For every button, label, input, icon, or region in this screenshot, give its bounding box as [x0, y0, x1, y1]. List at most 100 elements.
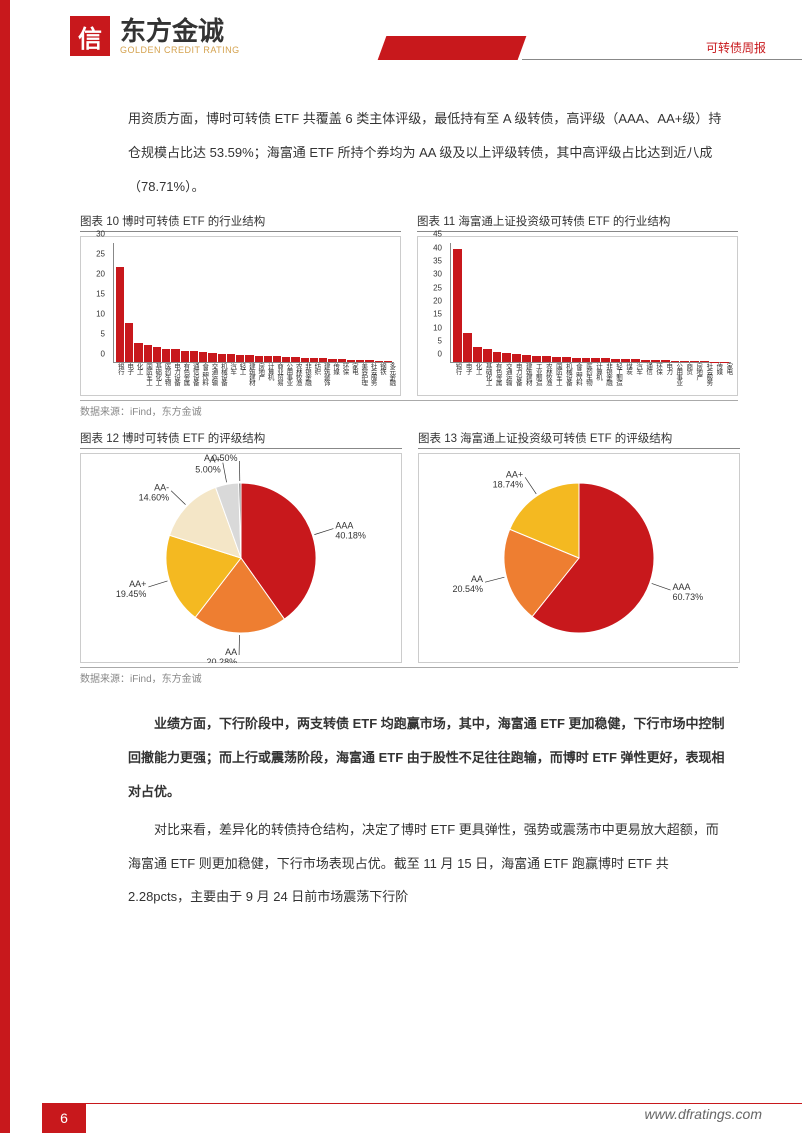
bar: [181, 351, 189, 363]
bar: [282, 357, 290, 363]
x-label: 化工: [132, 363, 141, 393]
bar: [621, 359, 630, 362]
page-footer: 6 www.dfratings.com: [0, 1089, 802, 1133]
page-header: 信 东方金诚 GOLDEN CREDIT RATING 可转债周报: [0, 0, 802, 72]
x-label: 国防军工: [141, 363, 150, 393]
chart11-title: 图表 11 海富通上证投资级可转债 ETF 的行业结构: [417, 213, 738, 232]
x-label: 交通运输: [500, 363, 510, 393]
chart11-bar-chart: 051015202530354045银行电子化工基础化工有色金属交通运输电力设备…: [417, 236, 738, 396]
bar: [522, 355, 531, 362]
x-label: 商贸: [681, 363, 691, 393]
pie-label: AA+19.45%: [116, 579, 147, 599]
y-tick-label: 10: [433, 323, 442, 332]
y-tick-label: 30: [96, 230, 105, 239]
bar: [208, 353, 216, 363]
x-label: 多元金融: [384, 363, 393, 393]
x-label: 有色金属: [490, 363, 500, 393]
pie-label: AA-14.60%: [139, 483, 170, 503]
bar: [227, 354, 235, 362]
x-label: 汽车: [631, 363, 641, 393]
x-label: 环保: [651, 363, 661, 393]
x-label: 电力设备: [169, 363, 178, 393]
pie-charts-row: 图表 12 博时可转债 ETF 的评级结构 AAA40.18% AA20.28% A…: [80, 430, 738, 663]
bar: [493, 352, 502, 363]
y-tick-label: 30: [433, 270, 442, 279]
footer-url: www.dfratings.com: [645, 1106, 762, 1122]
chart13-title: 图表 13 海富通上证投资级可转债 ETF 的评级结构: [418, 430, 740, 449]
x-label: 电子: [122, 363, 131, 393]
bar: [236, 355, 244, 363]
pie-label: AAA40.18%: [335, 521, 366, 541]
bar: [572, 358, 581, 363]
logo-text-en: GOLDEN CREDIT RATING: [120, 46, 240, 55]
bar: [171, 349, 179, 362]
page-number: 6: [42, 1103, 86, 1133]
x-label: 房地产: [691, 363, 701, 393]
pie-svg: AAA60.73%AA20.54%AA+18.74%: [419, 453, 739, 663]
x-label: 传媒: [328, 363, 337, 393]
x-label: 钢铁: [375, 363, 384, 393]
x-label: 房地产: [253, 363, 262, 393]
bar: [125, 323, 133, 363]
chart12-pie-chart: AAA40.18%AA20.28%AA+19.45%AA-14.60%A+5.0…: [80, 453, 402, 663]
y-tick-label: 15: [433, 310, 442, 319]
x-label: 机械设备: [560, 363, 570, 393]
bar: [483, 349, 492, 362]
bar: [319, 358, 327, 362]
x-label: 食品饮料: [570, 363, 580, 393]
chart12-title: 图表 12 博时可转债 ETF 的评级结构: [80, 430, 402, 449]
x-label: 家电: [721, 363, 731, 393]
y-tick-label: 20: [96, 270, 105, 279]
bar: [502, 353, 511, 362]
x-label: 通信设备: [188, 363, 197, 393]
y-tick-label: 45: [433, 230, 442, 239]
bar: [273, 356, 281, 362]
bar: [473, 347, 482, 363]
x-label: 机械设备: [216, 363, 225, 393]
bar: [264, 356, 272, 362]
x-label: 美容护理: [356, 363, 365, 393]
bar: [245, 355, 253, 362]
bar: [153, 347, 161, 362]
y-tick-label: 0: [101, 350, 105, 359]
bar: [463, 333, 472, 362]
x-label: 银行: [450, 363, 460, 393]
x-label: 社会服务: [701, 363, 711, 393]
x-label: 轻工制造: [611, 363, 621, 393]
x-label: 商业贸易: [272, 363, 281, 393]
bar: [255, 356, 263, 363]
source-line-1: 数据来源：iFind，东方金诚: [80, 400, 738, 422]
x-label: 电子: [460, 363, 470, 393]
y-tick-label: 35: [433, 257, 442, 266]
x-label: 汽车: [225, 363, 234, 393]
x-label: 农林牧渔: [540, 363, 550, 393]
x-label: 公用事业: [281, 363, 290, 393]
pie-label: AA+18.74%: [493, 470, 524, 490]
bar: [134, 343, 142, 363]
bar: [611, 359, 620, 363]
x-label: 化工: [470, 363, 480, 393]
x-label: 家电: [347, 363, 356, 393]
x-label: 医药生物: [160, 363, 169, 393]
paragraph-2-bold: 业绩方面，下行阶段中，两支转债 ETF 均跑赢市场，其中，海富通 ETF 更加稳…: [128, 707, 726, 808]
x-label: 传媒: [711, 363, 721, 393]
bar: [631, 359, 640, 362]
bar: [116, 267, 124, 362]
bar: [144, 345, 152, 363]
source-line-2: 数据来源：iFind，东方金诚: [80, 667, 738, 689]
pie-svg: AAA40.18%AA20.28%AA+19.45%AA-14.60%A+5.0…: [81, 453, 401, 663]
x-label: 非银金融: [300, 363, 309, 393]
bar: [601, 358, 610, 362]
x-label: 纺织: [310, 363, 319, 393]
x-label: 非银金融: [600, 363, 610, 393]
x-label: 食品饮料: [197, 363, 206, 393]
x-label: 计算机: [263, 363, 272, 393]
x-label: 通信: [641, 363, 651, 393]
x-label: 银行: [113, 363, 122, 393]
paragraph-1: 用资质方面，博时可转债 ETF 共覆盖 6 类主体评级，最低持有至 A 级转债，…: [128, 102, 726, 203]
bar: [532, 356, 541, 363]
bar: [542, 356, 551, 362]
ribbon-shape: [378, 36, 527, 60]
chart10-title: 图表 10 博时可转债 ETF 的行业结构: [80, 213, 401, 232]
pie-label: AA20.28%: [207, 647, 238, 663]
